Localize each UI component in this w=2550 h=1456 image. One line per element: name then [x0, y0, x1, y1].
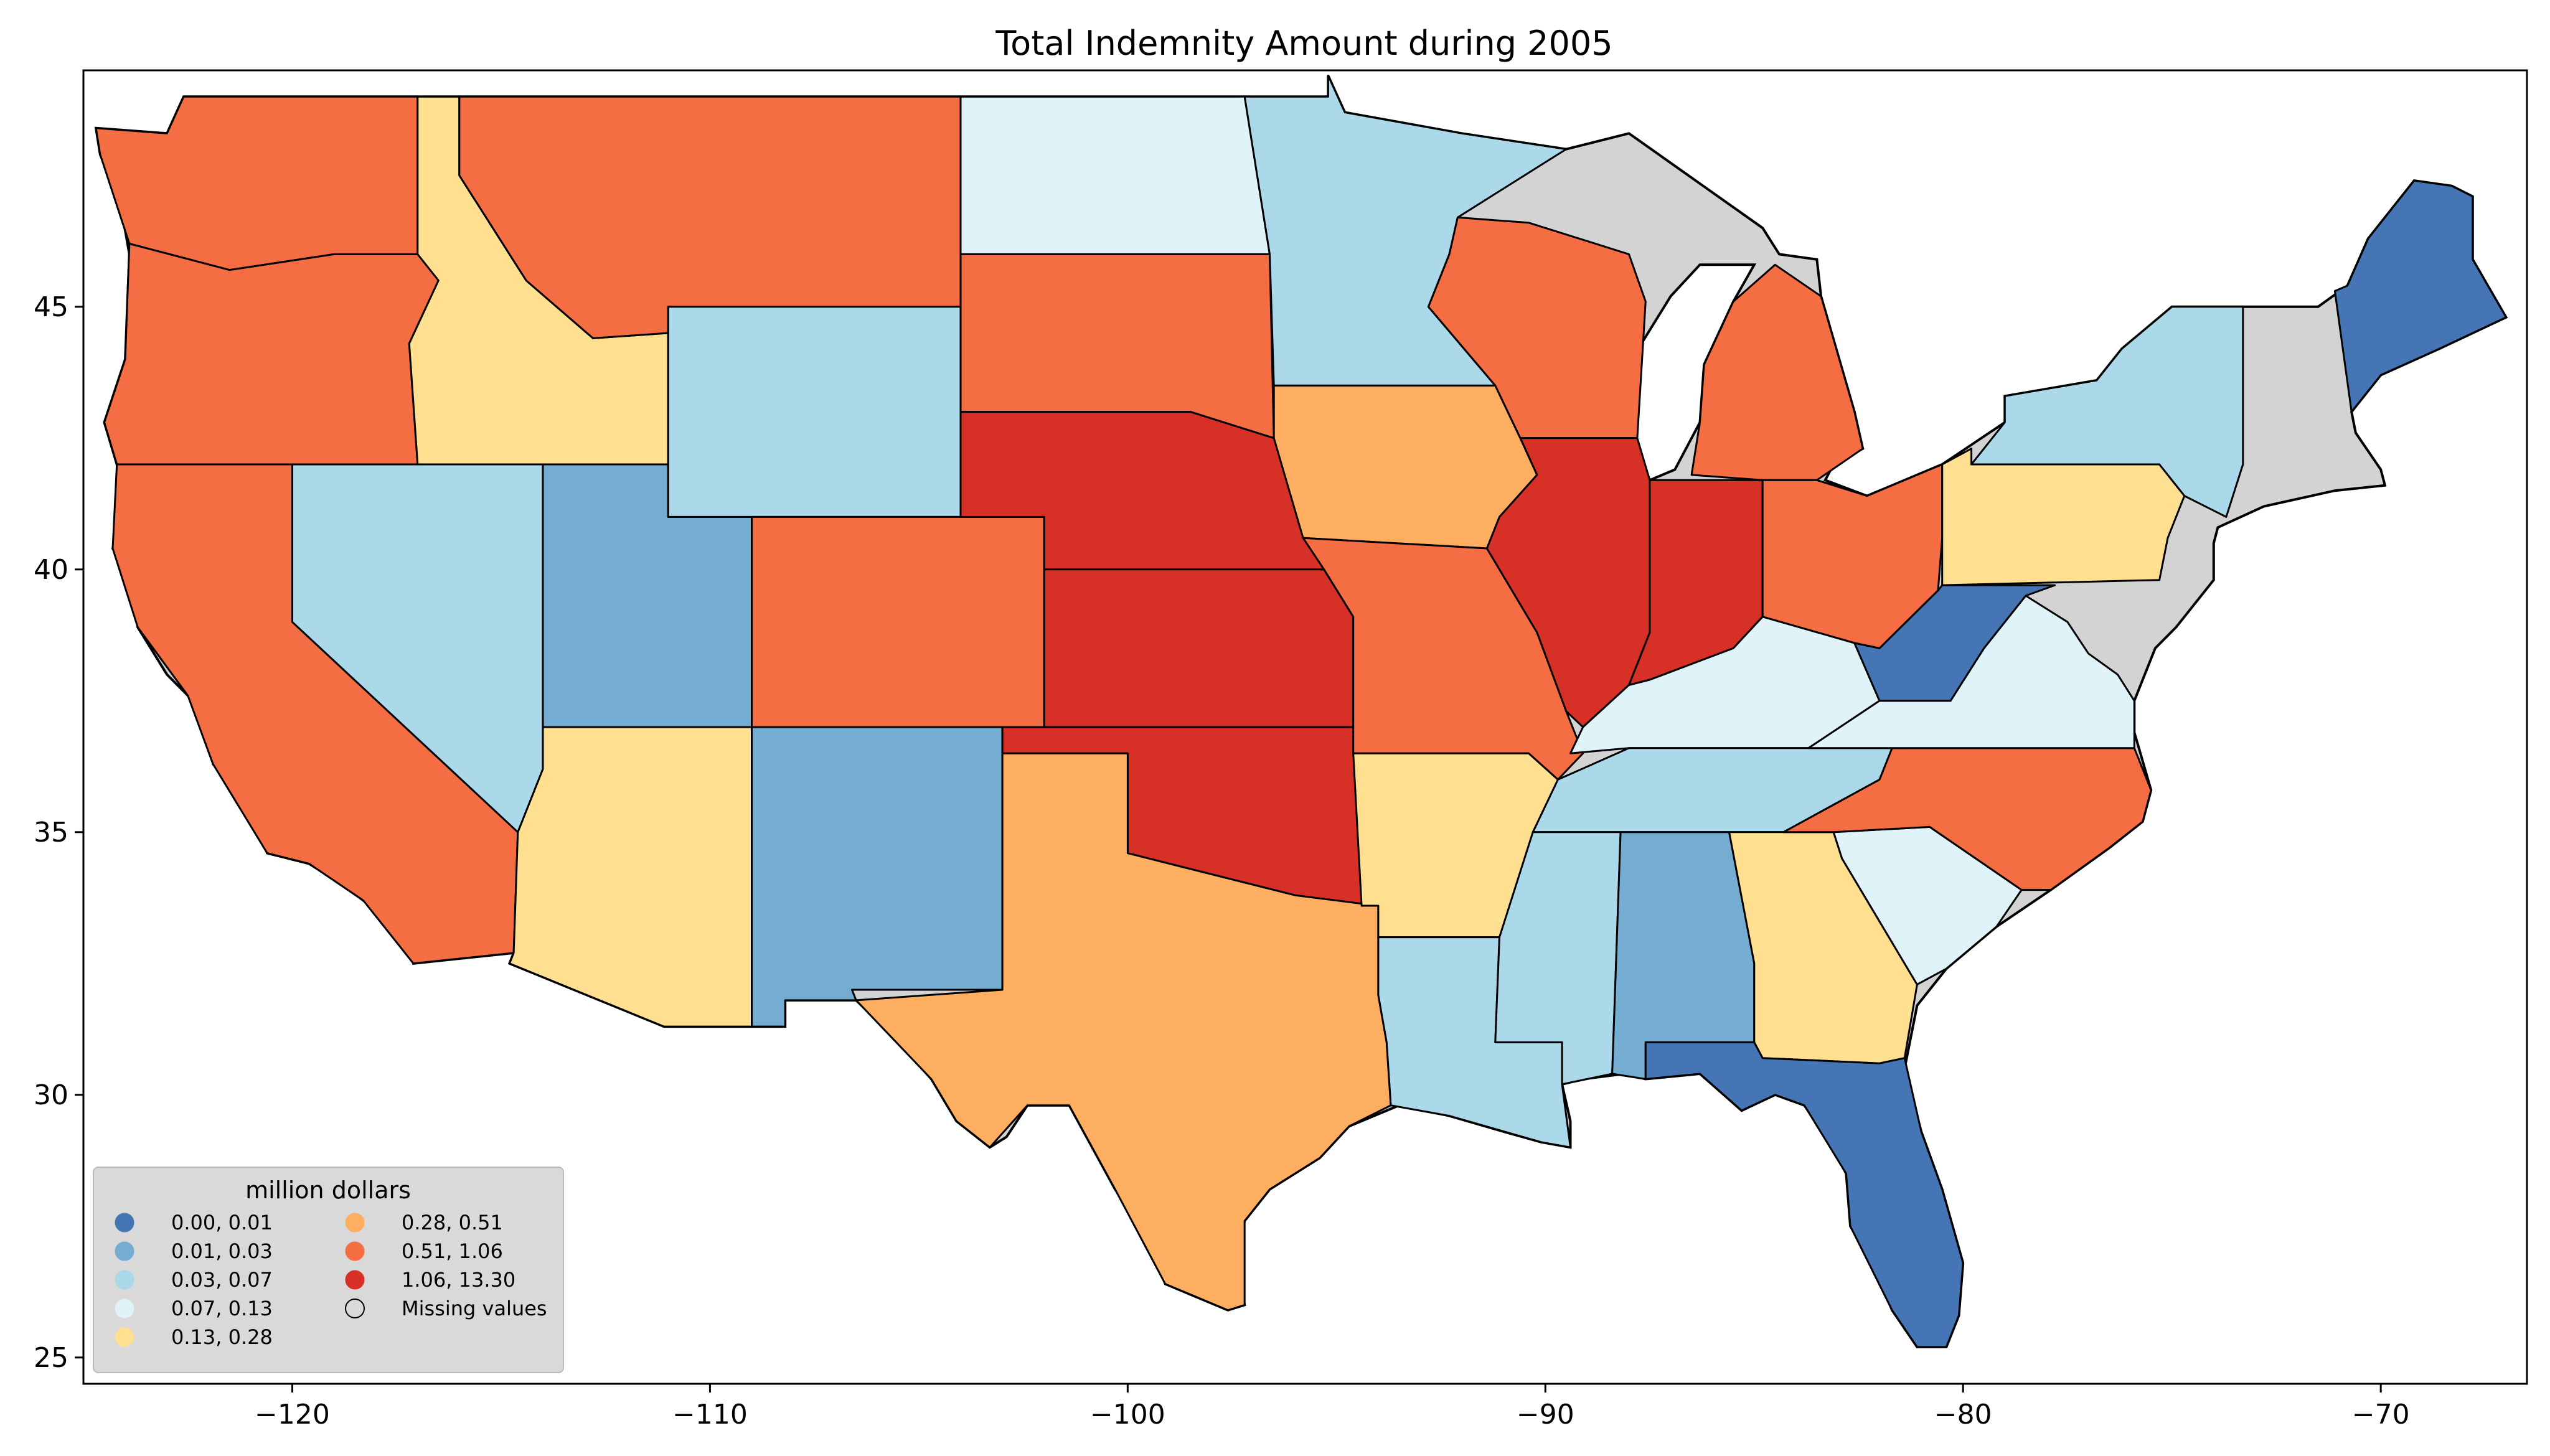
- state-region: [1485, 437, 1651, 728]
- legend-swatch: [115, 1241, 134, 1261]
- legend-swatch: [345, 1299, 365, 1318]
- y-tick-label: 25: [34, 1342, 68, 1374]
- legend: million dollars 0.00, 0.01 0.01, 0.03 0.03…: [93, 1167, 564, 1373]
- legend-label: 0.00, 0.01: [171, 1211, 273, 1234]
- state-region: [751, 726, 1004, 1028]
- state-region: [103, 243, 440, 466]
- state-region: [1644, 1041, 1964, 1348]
- legend-label: 0.03, 0.07: [171, 1268, 273, 1292]
- state-region: [959, 95, 1271, 255]
- y-tick-label: 40: [34, 554, 68, 586]
- y-axis: 25 30 35 40 45: [34, 291, 83, 1374]
- legend-swatch: [115, 1299, 134, 1318]
- state-region: [1782, 747, 2152, 891]
- y-tick-label: 45: [34, 291, 68, 323]
- state-region: [508, 726, 753, 1028]
- legend-swatch: [345, 1270, 365, 1290]
- x-tick-label: −70: [2352, 1399, 2410, 1430]
- state-region: [1853, 584, 2056, 702]
- state-region: [1970, 306, 2244, 518]
- legend-swatch: [115, 1270, 134, 1290]
- state-region: [2333, 179, 2507, 413]
- x-axis: −120 −110 −100 −90 −80 −70: [255, 1384, 2410, 1430]
- legend-label: 0.13, 0.28: [171, 1325, 273, 1349]
- y-tick-label: 35: [34, 817, 68, 848]
- state-region: [95, 95, 419, 271]
- x-tick-label: −100: [1090, 1399, 1165, 1430]
- legend-title: million dollars: [245, 1177, 411, 1204]
- state-region: [1043, 568, 1355, 728]
- legend-label: 0.07, 0.13: [171, 1297, 273, 1320]
- x-tick-label: −80: [1934, 1399, 1992, 1430]
- state-region: [751, 515, 1045, 728]
- state-region: [1494, 831, 1622, 1086]
- legend-label: 0.01, 0.03: [171, 1239, 273, 1263]
- x-tick-label: −90: [1517, 1399, 1574, 1430]
- axes-frame: [82, 69, 2528, 1385]
- state-region: [959, 253, 1275, 439]
- map-title: Total Indemnity Amount during 2005: [995, 24, 1612, 63]
- state-region: [667, 306, 962, 518]
- legend-items: 0.00, 0.01 0.01, 0.03 0.03, 0.07 0.07, 0.13…: [115, 1211, 547, 1349]
- legend-label: 0.51, 1.06: [402, 1239, 503, 1263]
- legend-label: Missing values: [402, 1297, 547, 1320]
- legend-swatch: [345, 1213, 365, 1233]
- legend-label: 0.28, 0.51: [402, 1211, 503, 1234]
- y-tick-label: 30: [34, 1079, 68, 1111]
- legend-swatch: [115, 1213, 134, 1233]
- x-tick-label: −110: [672, 1399, 748, 1430]
- legend-swatch: [345, 1241, 365, 1261]
- legend-box: [93, 1167, 564, 1373]
- legend-swatch: [115, 1327, 134, 1347]
- state-region: [1941, 448, 2186, 586]
- x-tick-label: −120: [255, 1399, 330, 1430]
- region-layer: [95, 74, 2507, 1348]
- legend-label: 1.06, 13.30: [402, 1268, 515, 1292]
